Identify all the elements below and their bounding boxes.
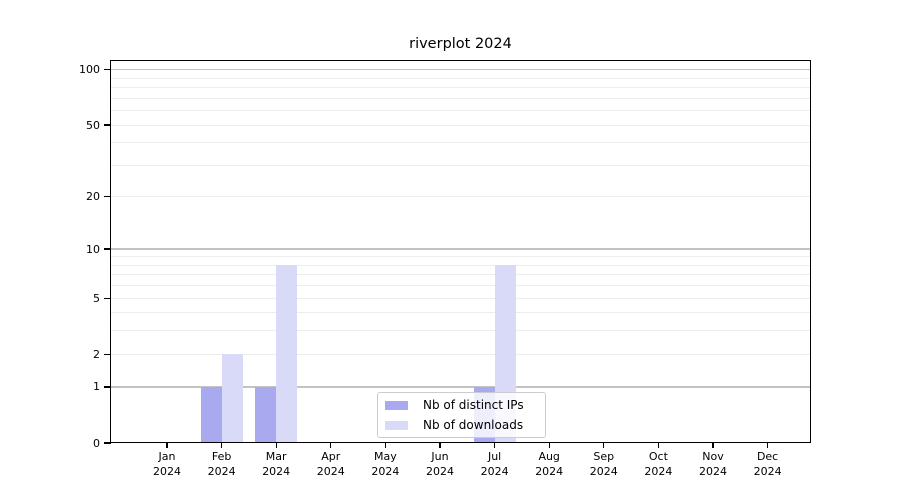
x-axis-tick [275, 443, 277, 448]
y-tick-label: 2 [93, 347, 100, 361]
legend: Nb of distinct IPs Nb of downloads [377, 392, 546, 438]
legend-item-distinct-ips: Nb of distinct IPs [378, 396, 545, 414]
legend-label-downloads: Nb of downloads [423, 418, 524, 432]
legend-item-downloads: Nb of downloads [378, 416, 545, 434]
y-axis-tick [104, 297, 111, 299]
bar-downloads-mar [276, 265, 298, 442]
gridline-minor [111, 285, 810, 287]
gridline-minor [111, 164, 810, 166]
x-tick-label: Sep 2024 [576, 450, 632, 479]
y-axis-tick [104, 353, 111, 355]
gridline-minor [111, 124, 810, 126]
x-axis-tick [166, 443, 168, 448]
x-tick-year: 2024 [699, 464, 727, 478]
gridline-minor [111, 312, 810, 314]
x-tick-month: Jan [158, 450, 176, 463]
x-axis-tick [221, 443, 223, 448]
x-axis-tick [603, 443, 605, 448]
gridline-major [111, 248, 810, 250]
legend-swatch-distinct-ips [385, 400, 408, 410]
x-tick-label: Mar 2024 [248, 450, 304, 479]
x-tick-label: Jan 2024 [139, 450, 195, 479]
y-axis-tick [104, 442, 111, 444]
gridline-minor [111, 110, 810, 112]
x-tick-month: Nov [702, 450, 724, 463]
bar-distinct-ips-feb [200, 386, 222, 442]
x-tick-year: 2024 [644, 464, 673, 478]
y-tick-label: 1 [93, 380, 100, 394]
gridline-minor [111, 97, 810, 99]
x-tick-label: May 2024 [357, 450, 413, 479]
x-tick-year: 2024 [426, 464, 454, 478]
x-tick-label: Nov 2024 [685, 450, 741, 479]
y-axis-tick [104, 196, 111, 198]
y-tick-label: 100 [79, 63, 100, 77]
y-tick-label: 10 [86, 242, 100, 256]
x-axis-tick [494, 443, 496, 448]
y-tick-label: 0 [93, 436, 100, 450]
x-axis-tick [712, 443, 714, 448]
x-tick-year: 2024 [589, 464, 618, 478]
x-axis-tick [330, 443, 332, 448]
y-axis-tick [104, 386, 111, 388]
y-tick-label: 20 [86, 190, 100, 204]
x-axis-tick [767, 443, 769, 448]
x-tick-label: Feb 2024 [194, 450, 250, 479]
x-tick-month: Feb [211, 450, 232, 463]
x-tick-label: Dec 2024 [740, 450, 796, 479]
y-axis-tick [104, 69, 111, 71]
y-axis-tick [104, 248, 111, 250]
gridline-major [111, 69, 810, 71]
gridline-minor [111, 274, 810, 276]
bar-downloads-feb [221, 354, 243, 442]
x-axis-tick [657, 443, 659, 448]
x-tick-label: Apr 2024 [303, 450, 359, 479]
bar-distinct-ips-mar [255, 386, 277, 442]
gridline-minor [111, 196, 810, 198]
y-tick-label: 5 [93, 291, 100, 305]
y-axis-tick [104, 124, 111, 126]
x-tick-month: Dec [756, 450, 779, 463]
x-tick-year: 2024 [753, 464, 782, 478]
gridline-minor [111, 77, 810, 79]
x-tick-month: Oct [648, 450, 668, 463]
x-tick-year: 2024 [153, 464, 181, 478]
x-tick-year: 2024 [371, 464, 400, 478]
gridline-minor [111, 256, 810, 258]
legend-label-distinct-ips: Nb of distinct IPs [423, 398, 524, 412]
x-tick-year: 2024 [262, 464, 291, 478]
gridline-minor [111, 142, 810, 144]
gridline-minor [111, 297, 810, 299]
gridline-minor [111, 353, 810, 355]
gridline-minor [111, 264, 810, 266]
x-tick-year: 2024 [207, 464, 236, 478]
x-tick-month: Sep [593, 450, 615, 463]
x-tick-month: Aug [538, 450, 560, 463]
x-tick-month: Mar [265, 450, 287, 463]
x-axis-tick [384, 443, 386, 448]
gridline-major [111, 386, 810, 388]
chart-title: riverplot 2024 [409, 36, 512, 52]
x-tick-label: Aug 2024 [521, 450, 577, 479]
x-tick-month: Apr [321, 450, 341, 463]
x-axis-tick [439, 443, 441, 448]
x-axis-tick [548, 443, 550, 448]
gridline-minor [111, 330, 810, 332]
x-tick-month: Jun [431, 450, 449, 463]
x-tick-month: Jul [487, 450, 502, 463]
legend-swatch-downloads [385, 420, 408, 430]
x-tick-label: Oct 2024 [630, 450, 686, 479]
x-tick-label: Jul 2024 [467, 450, 523, 479]
x-tick-year: 2024 [535, 464, 564, 478]
gridline-minor [111, 87, 810, 89]
x-tick-month: May [374, 450, 397, 463]
x-tick-year: 2024 [316, 464, 345, 478]
x-tick-year: 2024 [480, 464, 509, 478]
y-tick-label: 50 [86, 118, 100, 132]
x-tick-label: Jun 2024 [412, 450, 468, 479]
